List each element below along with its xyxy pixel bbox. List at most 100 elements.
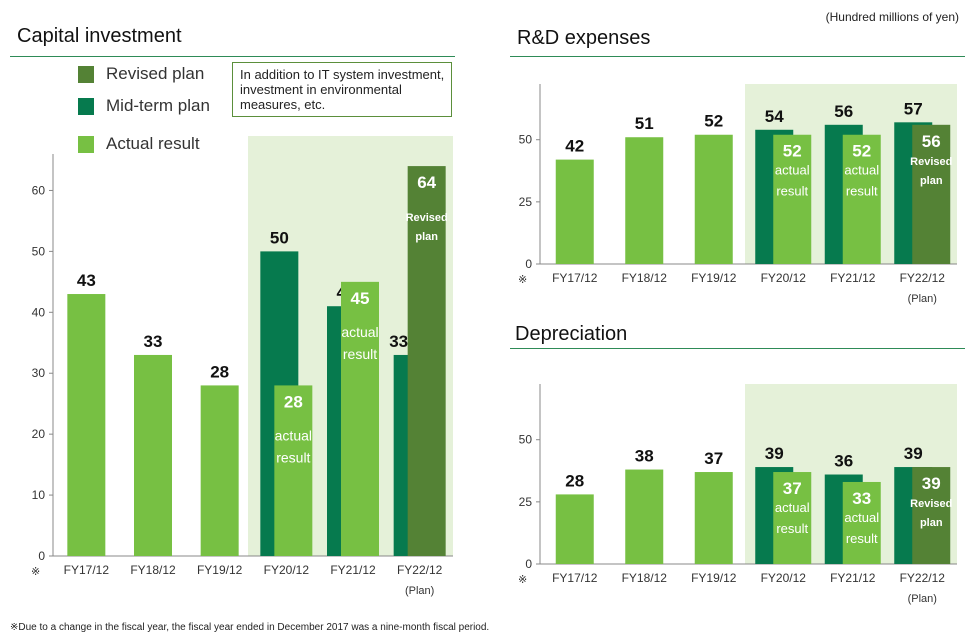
dep-value-label: 36 (834, 452, 853, 471)
legend-actual-swatch (78, 136, 94, 153)
capex-y-tick-label: 50 (32, 244, 46, 258)
rd-value-label: 42 (565, 137, 584, 156)
capex-y-tick-label: 40 (32, 305, 46, 319)
rd-bar-inner-label: result (846, 184, 878, 199)
rd-bar-inner-label: Revised (910, 156, 952, 168)
dep-x-tick-label: FY17/12 (552, 571, 598, 585)
dep-value-label: 28 (565, 471, 584, 490)
rd-x-tick-label: FY17/12 (552, 271, 598, 285)
rd-plan-label: (Plan) (908, 293, 937, 305)
rd-x-tick-label: FY22/12 (900, 271, 946, 285)
capex-bar-revised (407, 166, 446, 557)
dep-y-tick-label: 25 (519, 495, 533, 509)
dep-bar-actual (625, 469, 664, 564)
dep-bar-actual (555, 494, 594, 564)
legend-midterm-label: Mid-term plan (106, 96, 210, 115)
capex-bar-actual (67, 294, 106, 556)
dep-x-tick-label: FY21/12 (830, 571, 876, 585)
rd-footnote-marker: ※ (518, 274, 527, 286)
dep-bar-inner-label: plan (920, 517, 943, 529)
dep-bar-actual (842, 481, 881, 564)
dep-bar-actual (773, 472, 812, 564)
capex-bar-inner-label: actual (275, 427, 312, 443)
dep-bar-actual (694, 472, 733, 564)
rd-title: R&D expenses (517, 27, 651, 49)
capex-bar-actual (274, 385, 313, 556)
capex-value-label: 33 (389, 332, 408, 351)
capex-bar-inner-label: result (276, 449, 310, 465)
rd-value-label: 54 (765, 107, 784, 126)
capex-chart: 0 10 20 30 40 50 60 FY17/12 43 FY18/12 33 FY19/12 28… (31, 136, 453, 597)
rd-bar-actual (625, 137, 664, 264)
rd-x-tick-label: FY20/12 (761, 271, 807, 285)
capex-bar-actual (341, 281, 379, 556)
capex-x-tick-label: FY18/12 (130, 563, 176, 577)
dep-footnote-marker: ※ (518, 574, 527, 586)
capex-x-tick-label: FY20/12 (264, 563, 310, 577)
dep-value-label: 39 (922, 474, 941, 493)
capex-callout: In addition to IT system investment, inv… (232, 62, 452, 117)
capex-value-label: 33 (144, 332, 163, 351)
capex-y-tick-label: 20 (32, 427, 46, 441)
rd-x-tick-label: FY21/12 (830, 271, 876, 285)
dep-chart: 0 25 50 FY17/12 28 FY18/12 38 FY19/12 37 FY20/12 3… (518, 384, 957, 605)
rd-value-label: 56 (834, 102, 853, 121)
rd-value-label: 57 (904, 99, 923, 118)
capex-plan-label: (Plan) (405, 585, 434, 597)
rd-chart: 0 25 50 FY17/12 42 FY18/12 51 FY19/12 52 FY20/12 5… (518, 84, 957, 305)
rd-bar-inner-label: actual (844, 163, 879, 178)
dep-value-label: 37 (704, 449, 723, 468)
dep-x-tick-label: FY20/12 (761, 571, 807, 585)
capex-x-tick-label: FY19/12 (197, 563, 243, 577)
rd-value-label: 51 (635, 114, 654, 133)
capex-bar-actual (200, 385, 239, 556)
capex-title-rule (10, 56, 455, 57)
dep-value-label: 39 (904, 444, 923, 463)
dep-title: Depreciation (515, 323, 628, 345)
rd-value-label: 52 (704, 112, 723, 131)
rd-bar-inner-label: actual (775, 163, 810, 178)
rd-value-label: 52 (783, 142, 802, 161)
dep-bar-inner-label: result (846, 531, 878, 546)
dep-value-label: 37 (783, 479, 802, 498)
legend-revised-swatch (78, 66, 94, 83)
capex-x-tick-label: FY17/12 (64, 563, 110, 577)
dep-bar-inner-label: actual (844, 510, 879, 525)
dep-x-tick-label: FY18/12 (622, 571, 668, 585)
capex-x-tick-label: FY21/12 (330, 563, 376, 577)
capex-bar-actual (134, 354, 172, 556)
footnote: ※Due to a change in the fiscal year, the… (10, 622, 490, 633)
capex-value-label: 43 (77, 271, 96, 290)
dep-y-tick-label: 0 (525, 557, 532, 571)
capex-value-label: 50 (270, 228, 289, 247)
capex-value-label: 45 (351, 289, 370, 308)
dep-x-tick-label: FY19/12 (691, 571, 737, 585)
dep-y-tick-label: 50 (519, 433, 533, 447)
capex-value-label: 28 (284, 392, 303, 411)
rd-y-tick-label: 25 (519, 195, 533, 209)
rd-bar-inner-label: result (776, 184, 808, 199)
unit-note: (Hundred millions of yen) (825, 10, 959, 24)
rd-value-label: 56 (922, 132, 941, 151)
capex-y-tick-label: 60 (32, 183, 46, 197)
legend-revised-label: Revised plan (106, 64, 205, 83)
dep-plan-label: (Plan) (908, 593, 937, 605)
capex-bar-inner-label: Revised (406, 212, 448, 224)
dep-bar-revised (912, 467, 951, 564)
legend-actual-label: Actual result (106, 134, 200, 153)
dep-value-label: 33 (852, 489, 871, 508)
rd-value-label: 52 (852, 142, 871, 161)
rd-y-tick-label: 0 (525, 257, 532, 271)
rd-x-tick-label: FY18/12 (622, 271, 668, 285)
rd-bar-inner-label: plan (920, 175, 943, 187)
capex-x-tick-label: FY22/12 (397, 563, 443, 577)
capex-bar-inner-label: result (343, 346, 377, 362)
rd-title-rule (510, 56, 965, 57)
capex-value-label: 64 (417, 173, 436, 192)
dep-value-label: 39 (765, 444, 784, 463)
capex-title: Capital investment (17, 25, 182, 47)
rd-x-tick-label: FY19/12 (691, 271, 737, 285)
capex-y-tick-label: 30 (32, 366, 46, 380)
rd-bar-actual (555, 159, 594, 264)
legend-midterm-swatch (78, 98, 94, 115)
